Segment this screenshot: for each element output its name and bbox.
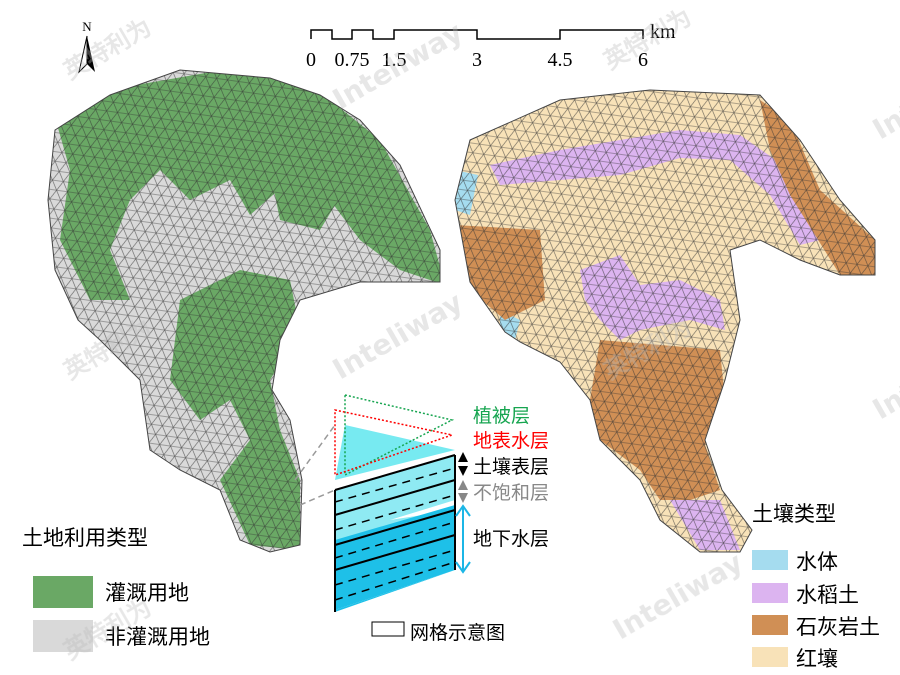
layer-label-topsoil: 土壤表层 — [473, 456, 549, 478]
legend-swatch-red-soil — [752, 647, 788, 667]
soil-legend-title: 土壤类型 — [752, 502, 836, 526]
landuse-map — [47, 69, 441, 553]
legend-label-paddy: 水稻土 — [796, 583, 859, 607]
grid-diagram: 植被层 地表水层 土壤表层 不饱和层 地下水层 网格示意图 — [294, 394, 549, 644]
watermark-text: Inteliway — [327, 285, 468, 386]
soil-legend: 土壤类型 水体 水稻土 石灰岩土 红壤 — [752, 502, 880, 671]
landuse-legend: 土地利用类型 灌溉用地 非灌溉用地 — [22, 526, 210, 652]
watermark-text: Inteliway — [867, 325, 900, 426]
legend-label-water: 水体 — [796, 550, 838, 574]
scale-tick: 4.5 — [548, 49, 573, 71]
north-arrow-icon: N — [78, 19, 95, 74]
legend-label-non-irrigated: 非灌溉用地 — [105, 625, 210, 649]
landuse-legend-title: 土地利用类型 — [22, 526, 148, 550]
grid-diagram-caption: 网格示意图 — [410, 622, 505, 644]
watermark-text: 英特利为 — [59, 13, 156, 85]
layer-label-groundwater: 地下水层 — [473, 528, 549, 550]
scale-unit: km — [650, 21, 676, 43]
watermark-text: Inteliway — [867, 45, 900, 146]
scale-bar: km 0 0.75 1.5 3 4.5 6 — [306, 21, 676, 71]
scale-tick: 1.5 — [382, 49, 407, 71]
legend-label-limestone: 石灰岩土 — [796, 615, 880, 639]
scale-tick: 6 — [638, 49, 648, 71]
legend-label-red-soil: 红壤 — [796, 647, 838, 671]
legend-swatch-irrigated — [33, 576, 93, 608]
legend-swatch-water — [752, 550, 788, 570]
layer-label-vegetation: 植被层 — [473, 405, 530, 427]
scale-tick: 3 — [472, 49, 482, 71]
layer-label-unsaturated: 不饱和层 — [473, 482, 549, 504]
legend-swatch-limestone — [752, 615, 788, 635]
scale-tick: 0.75 — [335, 49, 370, 71]
layer-label-surface-water: 地表水层 — [473, 430, 549, 452]
scale-tick: 0 — [306, 49, 316, 71]
legend-swatch-non-irrigated — [33, 620, 93, 652]
legend-swatch-paddy — [752, 583, 788, 603]
north-label: N — [82, 19, 92, 34]
watermark-text: Inteliway — [607, 545, 748, 646]
legend-label-irrigated: 灌溉用地 — [105, 581, 189, 605]
